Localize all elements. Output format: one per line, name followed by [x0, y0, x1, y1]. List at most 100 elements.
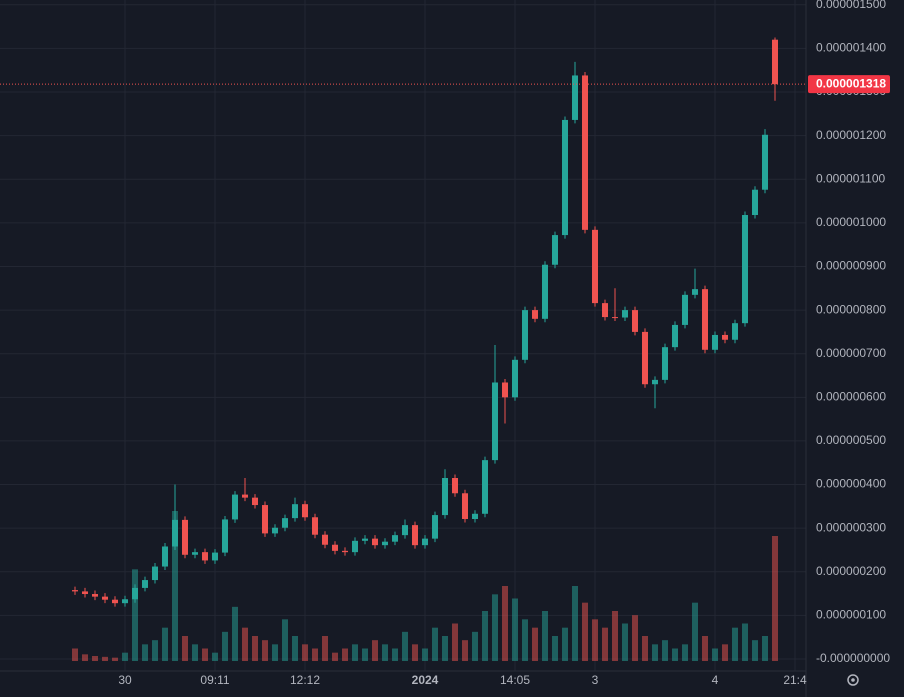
candle-body: [102, 596, 108, 600]
volume-bar: [642, 636, 648, 661]
volume-bar: [372, 640, 378, 661]
volume-bar: [352, 644, 358, 661]
candle-body: [562, 119, 568, 236]
candle-body: [602, 303, 608, 318]
volume-bar: [162, 627, 168, 661]
y-tick-label: 0.000001000: [816, 215, 886, 229]
candle-body: [152, 566, 158, 581]
volume-bar: [692, 602, 698, 661]
last-price-tag: [808, 75, 890, 94]
volume-bar: [202, 648, 208, 661]
volume-bar: [472, 631, 478, 661]
candle-body: [182, 519, 188, 555]
candle-body: [372, 538, 378, 546]
candle-body: [202, 552, 208, 561]
candle-body: [592, 229, 598, 304]
volume-bar: [332, 652, 338, 661]
candle-body: [242, 494, 248, 498]
volume-bar: [752, 640, 758, 661]
candle-body: [162, 546, 168, 567]
x-tick-label: 2024: [412, 673, 439, 687]
candle-body: [712, 334, 718, 350]
candle-body: [272, 527, 278, 534]
candle-body: [132, 587, 138, 600]
volume-bar: [502, 586, 508, 661]
x-tick-label: 12:12: [290, 673, 320, 687]
y-tick-label: 0.000001200: [816, 128, 886, 142]
candle-body: [462, 493, 468, 520]
volume-bar: [212, 652, 218, 661]
volume-bar: [442, 636, 448, 661]
volume-bar: [142, 644, 148, 661]
candle-body: [472, 513, 478, 520]
volume-bar: [392, 648, 398, 661]
candle-body: [92, 594, 98, 597]
candle-body: [642, 331, 648, 385]
candle-body: [502, 382, 508, 398]
candle-body: [172, 519, 178, 547]
candle-body: [522, 310, 528, 360]
y-tick-label: 0.000000700: [816, 346, 886, 360]
candle-body: [442, 478, 448, 516]
y-tick-label: 0.000001400: [816, 41, 886, 55]
volume-bar: [452, 623, 458, 661]
candle-body: [402, 525, 408, 536]
volume-bar: [402, 631, 408, 661]
volume-bar: [462, 640, 468, 661]
candle-body: [742, 215, 748, 324]
y-tick-label: 0.000000300: [816, 520, 886, 534]
volume-bar: [222, 631, 228, 661]
x-tick-label: 21:4: [783, 673, 807, 687]
candle-body: [762, 134, 768, 190]
y-tick-label: 0.000001500: [816, 0, 886, 11]
candle-body: [292, 504, 298, 519]
candle-body: [392, 535, 398, 542]
volume-bar: [762, 636, 768, 661]
volume-bar: [102, 656, 108, 661]
y-tick-label: 0.000001100: [816, 171, 886, 185]
candle-body: [582, 75, 588, 230]
candle-body: [192, 552, 198, 555]
settings-icon[interactable]: [847, 674, 859, 686]
candle-layer: [72, 37, 778, 607]
candle-body: [422, 538, 428, 546]
volume-bar: [292, 636, 298, 661]
x-tick-label: 14:05: [500, 673, 530, 687]
candle-body: [342, 550, 348, 553]
volume-bar: [252, 636, 258, 661]
candle-body: [512, 359, 518, 398]
volume-bar: [342, 648, 348, 661]
y-tick-label: 0.000000200: [816, 564, 886, 578]
candle-body: [432, 515, 438, 539]
volume-bar: [712, 648, 718, 661]
candle-body: [262, 505, 268, 534]
candle-body: [382, 541, 388, 546]
volume-bar: [592, 619, 598, 661]
candle-body: [72, 590, 78, 592]
volume-bar: [742, 623, 748, 661]
candle-body: [772, 39, 778, 85]
volume-bar: [232, 606, 238, 661]
volume-bar: [702, 636, 708, 661]
volume-bar: [552, 636, 558, 661]
gear-center[interactable]: [851, 678, 855, 682]
gear[interactable]: [847, 674, 859, 686]
volume-bar: [602, 627, 608, 661]
candle-body: [362, 538, 368, 541]
y-tick-label: 0.000000500: [816, 433, 886, 447]
candle-body: [632, 310, 638, 332]
volume-bar: [612, 611, 618, 661]
volume-bar: [512, 598, 518, 661]
candle-body: [122, 599, 128, 604]
volume-bar: [282, 619, 288, 661]
x-tick-label: 30: [118, 673, 132, 687]
volume-bar: [152, 640, 158, 661]
volume-bar: [272, 644, 278, 661]
candle-body: [752, 189, 758, 216]
volume-bar: [362, 648, 368, 661]
candle-body: [142, 580, 148, 588]
x-tick-label: 09:11: [200, 673, 229, 687]
candle-body: [322, 534, 328, 545]
volume-bar: [622, 623, 628, 661]
y-tick-label: 0.000000600: [816, 389, 886, 403]
